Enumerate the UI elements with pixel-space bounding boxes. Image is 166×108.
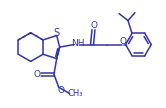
Text: S: S	[53, 28, 59, 38]
Text: O: O	[33, 70, 40, 79]
Text: CH₃: CH₃	[67, 89, 83, 98]
Text: O: O	[57, 86, 64, 95]
Text: NH: NH	[71, 39, 84, 48]
Text: O: O	[91, 21, 98, 30]
Text: O: O	[120, 37, 127, 46]
